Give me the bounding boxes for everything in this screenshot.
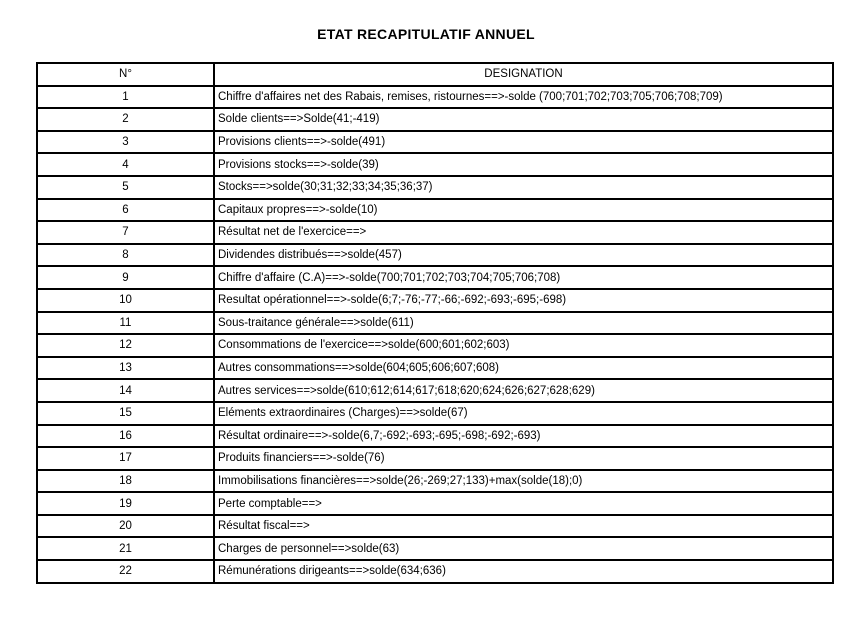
table-row: 10 Resultat opérationnel==>-solde(6;7;-76… bbox=[36, 287, 834, 313]
table-row: 21 Charges de personnel==>solde(63) bbox=[36, 536, 834, 562]
row-designation: Résultat fiscal==> bbox=[213, 513, 834, 539]
row-designation: Solde clients==>Solde(41;-419) bbox=[213, 107, 834, 132]
row-number: 18 bbox=[36, 468, 215, 494]
row-number: 4 bbox=[36, 152, 215, 177]
row-number: 6 bbox=[36, 197, 215, 223]
table-row: 15 Eléments extraordinaires (Charges)==>s… bbox=[36, 400, 834, 426]
row-designation: Autres consommations==>solde(604;605;606… bbox=[213, 355, 834, 381]
row-designation: Eléments extraordinaires (Charges)==>sol… bbox=[213, 400, 834, 426]
table-row: 3 Provisions clients==>-solde(491) bbox=[36, 129, 834, 155]
row-designation: Immobilisations financières==>solde(26;-… bbox=[213, 468, 834, 494]
row-designation: Perte comptable==> bbox=[213, 491, 834, 516]
table-row: 22 Rémunérations dirigeants==>solde(634;6… bbox=[36, 559, 834, 584]
row-designation: Produits financiers==>-solde(76) bbox=[213, 446, 834, 471]
row-number: 9 bbox=[36, 265, 215, 290]
row-number: 10 bbox=[36, 287, 215, 313]
table-row: 14 Autres services==>solde(610;612;614;61… bbox=[36, 378, 834, 403]
row-number: 3 bbox=[36, 129, 215, 155]
table-row: 1 Chiffre d'affaires net des Rabais, remi… bbox=[36, 84, 834, 110]
row-designation: Stocks==>solde(30;31;32;33;34;35;36;37) bbox=[213, 174, 834, 200]
row-number: 17 bbox=[36, 446, 215, 471]
row-designation: Provisions stocks==>-solde(39) bbox=[213, 152, 834, 177]
table-row: 5 Stocks==>solde(30;31;32;33;34;35;36;37) bbox=[36, 174, 834, 200]
table-row: 12 Consommations de l'exercice==>solde(60… bbox=[36, 333, 834, 358]
row-number: 11 bbox=[36, 310, 215, 336]
row-number: 22 bbox=[36, 559, 215, 584]
table-row: 16 Résultat ordinaire==>-solde(6,7;-692;-… bbox=[36, 423, 834, 449]
row-number: 5 bbox=[36, 174, 215, 200]
row-designation: Charges de personnel==>solde(63) bbox=[213, 536, 834, 562]
table-row: 6 Capitaux propres==>-solde(10) bbox=[36, 197, 834, 223]
table-row: 19 Perte comptable==> bbox=[36, 491, 834, 516]
recap-table: N° DESIGNATION 1 Chiffre d'affaires net d… bbox=[36, 62, 834, 584]
row-designation: Dividendes distribués==>solde(457) bbox=[213, 242, 834, 268]
row-number: 1 bbox=[36, 84, 215, 110]
table-row: 20 Résultat fiscal==> bbox=[36, 513, 834, 539]
row-designation: Résultat ordinaire==>-solde(6,7;-692;-69… bbox=[213, 423, 834, 449]
table-body: 1 Chiffre d'affaires net des Rabais, remi… bbox=[36, 84, 834, 584]
row-number: 15 bbox=[36, 400, 215, 426]
row-designation: Resultat opérationnel==>-solde(6;7;-76;-… bbox=[213, 287, 834, 313]
table-row: 13 Autres consommations==>solde(604;605;6… bbox=[36, 355, 834, 381]
row-number: 2 bbox=[36, 107, 215, 132]
table-row: 17 Produits financiers==>-solde(76) bbox=[36, 446, 834, 471]
row-designation: Capitaux propres==>-solde(10) bbox=[213, 197, 834, 223]
row-number: 19 bbox=[36, 491, 215, 516]
row-designation: Rémunérations dirigeants==>solde(634;636… bbox=[213, 559, 834, 584]
table-row: 8 Dividendes distribués==>solde(457) bbox=[36, 242, 834, 268]
row-designation: Sous-traitance générale==>solde(611) bbox=[213, 310, 834, 336]
row-designation: Autres services==>solde(610;612;614;617;… bbox=[213, 378, 834, 403]
table-row: 4 Provisions stocks==>-solde(39) bbox=[36, 152, 834, 177]
table-header-row: N° DESIGNATION bbox=[36, 62, 834, 87]
column-header-numero: N° bbox=[36, 62, 215, 87]
row-number: 14 bbox=[36, 378, 215, 403]
row-number: 7 bbox=[36, 220, 215, 245]
row-designation: Provisions clients==>-solde(491) bbox=[213, 129, 834, 155]
row-designation: Chiffre d'affaire (C.A)==>-solde(700;701… bbox=[213, 265, 834, 290]
column-header-designation: DESIGNATION bbox=[213, 62, 834, 87]
row-designation: Consommations de l'exercice==>solde(600;… bbox=[213, 333, 834, 358]
table-row: 2 Solde clients==>Solde(41;-419) bbox=[36, 107, 834, 132]
row-number: 20 bbox=[36, 513, 215, 539]
row-number: 21 bbox=[36, 536, 215, 562]
table-row: 9 Chiffre d'affaire (C.A)==>-solde(700;70… bbox=[36, 265, 834, 290]
table-row: 18 Immobilisations financières==>solde(26… bbox=[36, 468, 834, 494]
table-row: 7 Résultat net de l'exercice==> bbox=[36, 220, 834, 245]
table-row: 11 Sous-traitance générale==>solde(611) bbox=[36, 310, 834, 336]
row-number: 12 bbox=[36, 333, 215, 358]
row-number: 13 bbox=[36, 355, 215, 381]
row-designation: Chiffre d'affaires net des Rabais, remis… bbox=[213, 84, 834, 110]
row-number: 8 bbox=[36, 242, 215, 268]
page-title: ETAT RECAPITULATIF ANNUEL bbox=[317, 26, 535, 42]
row-number: 16 bbox=[36, 423, 215, 449]
row-designation: Résultat net de l'exercice==> bbox=[213, 220, 834, 245]
